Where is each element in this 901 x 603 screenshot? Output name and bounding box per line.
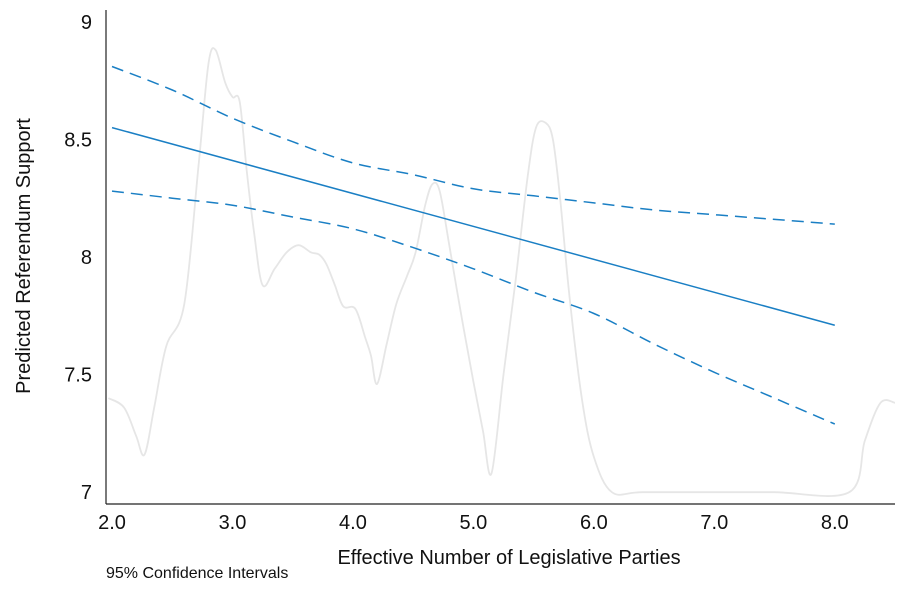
series-fit [111, 126, 835, 326]
x-axis-title: Effective Number of Legislative Parties [337, 547, 680, 569]
confidence-interval-note: 95% Confidence Intervals [106, 565, 289, 582]
series-upper-ci [111, 65, 835, 225]
series-distribution-background [107, 47, 896, 497]
x-tick-label: 8.0 [821, 512, 849, 534]
x-tick-label: 5.0 [459, 512, 487, 534]
series-lower-ci [111, 190, 836, 425]
x-tick-label: 6.0 [580, 512, 608, 534]
y-tick-label: 7.5 [64, 365, 92, 387]
x-tick-label: 4.0 [339, 512, 367, 534]
x-tick-label: 2.0 [98, 512, 126, 534]
x-tick-label: 7.0 [700, 512, 728, 534]
y-tick-labels: 7 7.5 8 8.5 9 [64, 12, 92, 504]
y-axis-title: Predicted Referendum Support [13, 118, 35, 394]
y-tick-label: 8.5 [64, 129, 92, 151]
x-tick-labels: 2.0 3.0 4.0 5.0 6.0 7.0 8.0 [98, 512, 849, 534]
y-tick-label: 8 [81, 247, 92, 269]
y-tick-label: 7 [81, 482, 92, 504]
x-tick-label: 3.0 [219, 512, 247, 534]
plot-area [107, 47, 896, 497]
y-tick-label: 9 [81, 12, 92, 34]
